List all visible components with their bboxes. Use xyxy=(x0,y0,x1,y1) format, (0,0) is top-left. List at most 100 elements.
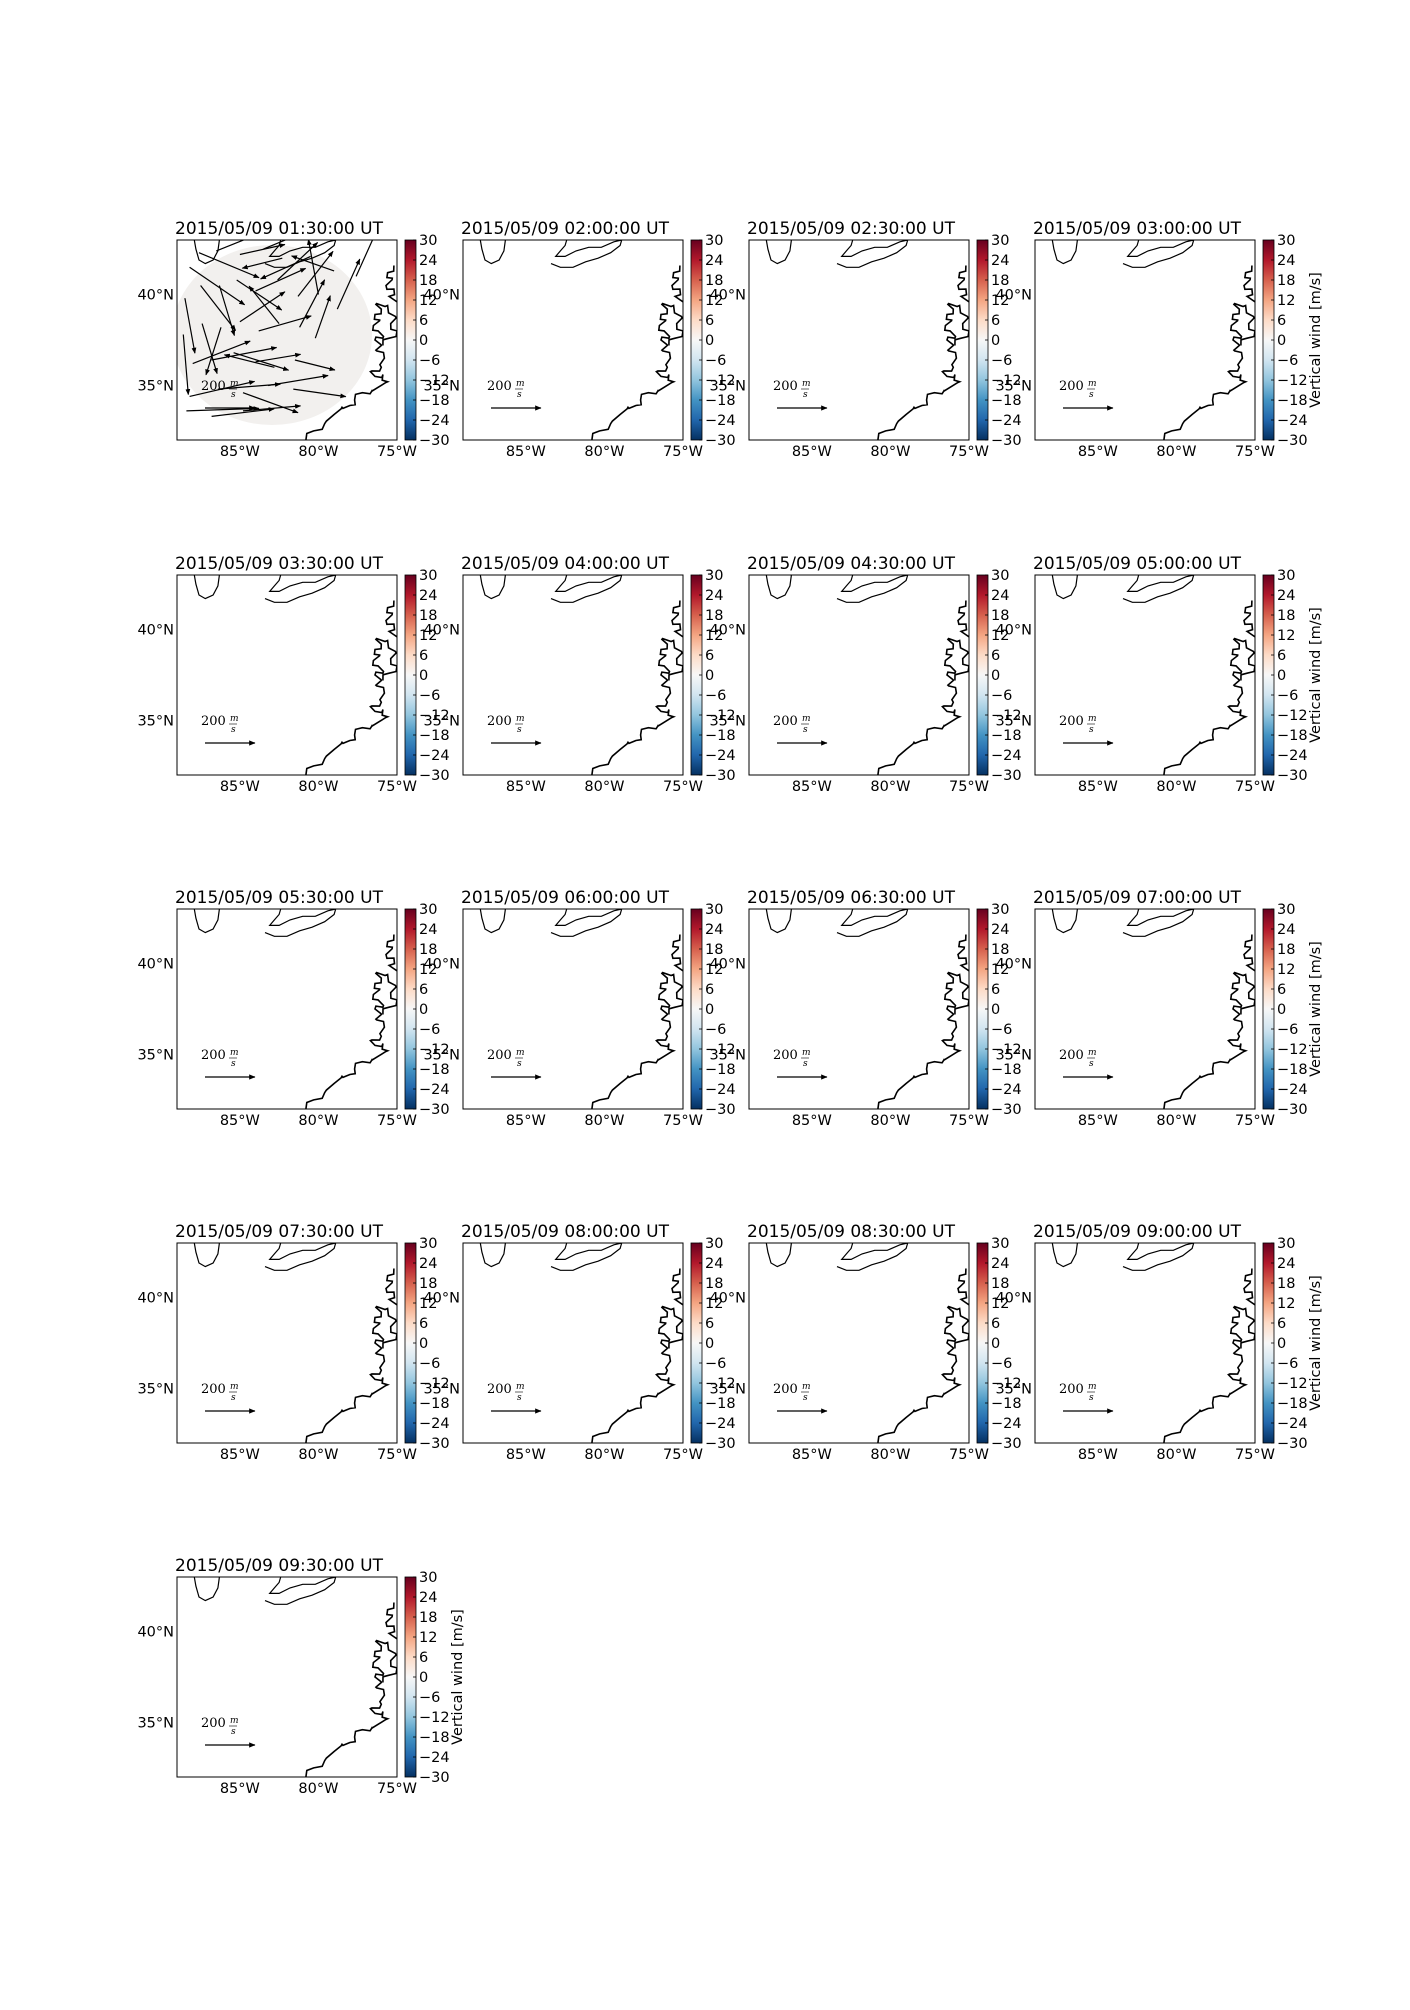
quiver-key-unit-numerator: m xyxy=(1088,1048,1097,1058)
x-tick-label: 75°W xyxy=(1235,1113,1275,1129)
wind-vector xyxy=(211,407,275,417)
colorbar-tick-label: −24 xyxy=(419,748,450,764)
colorbar-tick-label: 0 xyxy=(991,333,1000,349)
colorbar-tick-label: −12 xyxy=(1277,708,1308,724)
colorbar-tick-label: 30 xyxy=(991,1236,1009,1252)
y-tick-label: 35°N xyxy=(995,1047,1032,1063)
colorbar-tick-label: 18 xyxy=(705,942,723,958)
map-area xyxy=(193,1243,397,1443)
colorbar-tick-label: 6 xyxy=(1277,313,1286,329)
map-panel: 2015/05/09 01:30:00 UT 200 ms 85°W 80°W 75°W 4… xyxy=(137,219,449,460)
coastline xyxy=(957,1268,969,1306)
lake-erie-shore xyxy=(550,1243,623,1271)
map-area xyxy=(177,240,397,440)
colorbar-tick-label: −18 xyxy=(419,1062,450,1078)
map-frame xyxy=(462,908,684,1110)
colorbar-tick-label: −24 xyxy=(705,1416,736,1432)
map-panel: 2015/05/09 04:30:00 UT 200 ms 85°W 80°W 75°W 4… xyxy=(709,554,1021,795)
colorbar-tick-label: 12 xyxy=(1277,1296,1295,1312)
colorbar-tick-label: −12 xyxy=(419,1042,450,1058)
x-tick-label: 85°W xyxy=(792,1113,832,1129)
colorbar-tick-label: 6 xyxy=(705,982,714,998)
colorbar-tick-label: 0 xyxy=(991,1002,1000,1018)
wind-vector xyxy=(192,340,251,365)
x-tick-label: 85°W xyxy=(506,444,546,460)
x-tick-label: 80°W xyxy=(870,779,910,795)
coastline xyxy=(877,302,969,440)
lake-michigan-shore xyxy=(193,1243,220,1268)
colorbar-tick-label: 0 xyxy=(705,1002,714,1018)
colorbar-tick-label: 24 xyxy=(991,1256,1009,1272)
x-tick-label: 75°W xyxy=(949,779,989,795)
x-tick-label: 85°W xyxy=(220,779,260,795)
x-tick-label: 75°W xyxy=(377,1113,417,1129)
map-area xyxy=(193,1577,397,1777)
colorbar-tick-label: −6 xyxy=(991,1356,1012,1372)
colorbar-tick-label: −24 xyxy=(419,1750,450,1766)
colorbar-tick-label: −18 xyxy=(419,728,450,744)
lake-erie-shore xyxy=(1122,240,1195,268)
coastline xyxy=(671,600,683,638)
panel-title: 2015/05/09 07:00:00 UT xyxy=(1033,888,1242,908)
x-tick-label: 75°W xyxy=(949,1447,989,1463)
panel-title: 2015/05/09 03:00:00 UT xyxy=(1033,219,1242,239)
y-tick-label: 40°N xyxy=(423,623,460,639)
colorbar-tick-label: 18 xyxy=(419,1610,437,1626)
colorbar-tick-label: −6 xyxy=(1277,1356,1298,1372)
quiver-key-unit-numerator: m xyxy=(802,714,811,724)
quiver-key-unit-denominator: s xyxy=(231,1727,236,1737)
colorbar-tick-label: −18 xyxy=(419,1730,450,1746)
colorbar-label: Vertical wind [m/s] xyxy=(450,1609,466,1745)
wind-vector xyxy=(242,392,299,414)
coastline xyxy=(591,1305,683,1443)
lake-erie-shore xyxy=(1122,575,1195,603)
coastline xyxy=(957,265,969,303)
colorbar-tick-label: −18 xyxy=(419,1396,450,1412)
map-area xyxy=(1051,575,1255,775)
x-tick-label: 85°W xyxy=(220,1113,260,1129)
panel-title: 2015/05/09 04:00:00 UT xyxy=(461,554,670,574)
map-area xyxy=(1051,1243,1255,1443)
coastline xyxy=(385,1602,397,1640)
lake-erie-shore xyxy=(1122,1243,1195,1271)
y-tick-label: 35°N xyxy=(423,713,460,729)
colorbar-tick-label: 0 xyxy=(991,1336,1000,1352)
colorbar-tick-label: −6 xyxy=(705,353,726,369)
wind-vector xyxy=(186,406,260,412)
colorbar-tick-label: 12 xyxy=(991,962,1009,978)
colorbar-tick-label: 18 xyxy=(1277,273,1295,289)
colorbar-tick-label: 6 xyxy=(419,1316,428,1332)
quiver-key-unit-denominator: s xyxy=(803,1059,808,1069)
colorbar-tick-label: 30 xyxy=(1277,233,1295,249)
colorbar-tick-label: −30 xyxy=(1277,433,1308,449)
colorbar-tick-label: 12 xyxy=(705,962,723,978)
colorbar-tick-label: 12 xyxy=(1277,293,1295,309)
colorbar-tick-label: −18 xyxy=(991,1062,1022,1078)
coastline xyxy=(877,971,969,1109)
colorbar-tick-label: −24 xyxy=(991,748,1022,764)
coastline xyxy=(877,637,969,775)
x-tick-label: 80°W xyxy=(1156,1113,1196,1129)
quiver-key-label: 200 xyxy=(487,714,512,729)
colorbar-tick-label: 30 xyxy=(991,902,1009,918)
lake-michigan-shore xyxy=(479,909,506,934)
colorbar-tick-label: −12 xyxy=(1277,373,1308,389)
colorbar-tick-label: 6 xyxy=(419,1650,428,1666)
y-tick-label: 40°N xyxy=(137,1625,174,1641)
map-area xyxy=(193,909,397,1109)
x-tick-label: 80°W xyxy=(584,779,624,795)
map-area xyxy=(765,909,969,1109)
wind-vector xyxy=(200,285,237,331)
x-tick-label: 75°W xyxy=(663,779,703,795)
map-frame xyxy=(176,239,398,441)
wind-vector xyxy=(255,267,307,292)
wind-vector xyxy=(294,359,336,372)
quiver-key-label: 200 xyxy=(1059,1048,1084,1063)
colorbar-tick-label: −30 xyxy=(419,433,450,449)
colorbar-tick-label: −24 xyxy=(1277,748,1308,764)
colorbar-tick-label: −6 xyxy=(419,1690,440,1706)
coastline xyxy=(1243,265,1255,303)
colorbar-tick-label: −12 xyxy=(991,1042,1022,1058)
wind-vector xyxy=(336,258,361,310)
colorbar-tick-label: 12 xyxy=(1277,962,1295,978)
